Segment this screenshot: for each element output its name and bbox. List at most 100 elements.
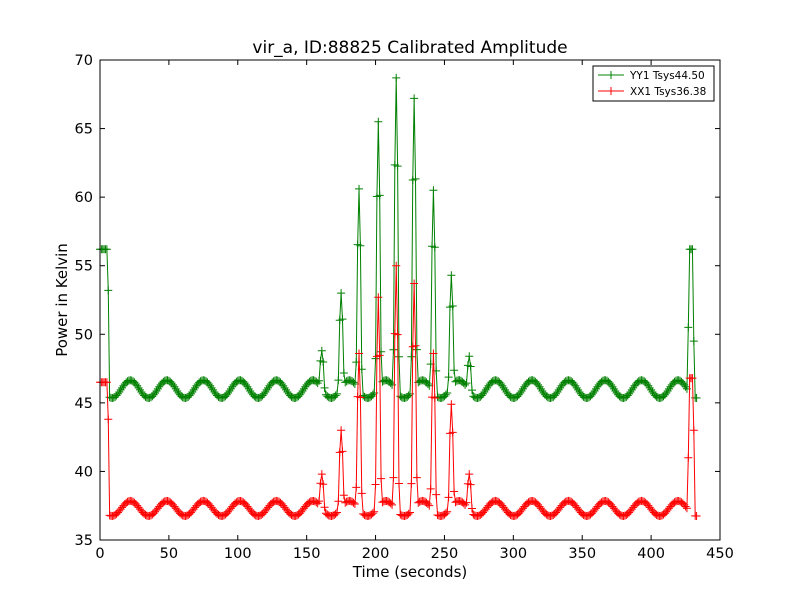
- data-point-marker: [681, 382, 690, 391]
- data-point-marker: [423, 500, 432, 509]
- data-point-marker: [468, 386, 476, 395]
- x-axis-label: Time (seconds): [352, 563, 468, 581]
- x-tick-label: 200: [362, 546, 390, 562]
- x-tick-label: 250: [431, 546, 459, 562]
- data-point-marker: [441, 509, 450, 518]
- data-point-marker: [589, 388, 598, 397]
- data-point-marker: [189, 385, 198, 394]
- x-tick-label: 0: [95, 546, 104, 562]
- data-point-marker: [104, 415, 113, 424]
- data-point-marker: [115, 388, 124, 396]
- chart-title: vir_a, ID:88825 Calibrated Amplitude: [252, 38, 567, 58]
- data-point-marker: [430, 243, 439, 252]
- series-1: [96, 73, 701, 403]
- data-point-marker: [320, 383, 329, 392]
- y-tick-label: 45: [75, 396, 93, 412]
- data-point-marker: [468, 504, 476, 513]
- data-point-marker: [368, 390, 377, 399]
- data-point-marker: [133, 381, 142, 390]
- data-point-marker: [498, 381, 507, 390]
- data-point-marker: [389, 473, 398, 482]
- data-point-marker: [319, 480, 328, 489]
- data-point-marker: [684, 323, 693, 332]
- data-point-marker: [684, 453, 693, 462]
- data-point-marker: [425, 501, 434, 510]
- data-point-marker: [481, 385, 490, 394]
- data-point-marker: [279, 381, 288, 390]
- data-point-marker: [356, 241, 365, 250]
- data-point-marker: [375, 351, 384, 360]
- data-point-marker: [680, 380, 689, 389]
- data-point-marker: [607, 380, 616, 389]
- x-tick-label: 150: [293, 546, 321, 562]
- data-point-marker: [410, 94, 419, 103]
- x-tick-label: 350: [568, 546, 596, 562]
- x-tick-label: 300: [499, 546, 527, 562]
- data-point-marker: [315, 376, 324, 385]
- data-point-marker: [423, 379, 432, 388]
- data-point-marker: [572, 383, 581, 392]
- legend-box: [592, 65, 715, 102]
- data-point-marker: [171, 384, 180, 393]
- data-point-marker: [443, 507, 452, 516]
- data-point-marker: [334, 376, 343, 385]
- data-point-marker: [407, 352, 416, 361]
- data-point-marker: [412, 473, 421, 482]
- data-point-marker: [411, 341, 420, 350]
- data-point-marker: [338, 315, 347, 324]
- ticks-layer: 0 50 100 150 200 250 300 350 400 450 35 40 45 50 55 60 6…: [75, 53, 734, 562]
- y-tick-label: 70: [75, 53, 93, 69]
- data-point-marker: [692, 394, 701, 403]
- data-point-marker: [244, 384, 253, 393]
- data-point-marker: [466, 480, 475, 489]
- data-point-marker: [317, 346, 326, 355]
- y-tick-label: 35: [75, 533, 93, 549]
- data-point-marker: [663, 386, 672, 395]
- data-point-marker: [404, 509, 413, 518]
- data-point-marker: [426, 484, 435, 493]
- data-point-marker: [411, 174, 420, 183]
- series-line: [100, 77, 697, 399]
- data-point-marker: [450, 366, 459, 375]
- data-point-marker: [320, 503, 329, 512]
- data-point-marker: [332, 508, 341, 517]
- data-point-marker: [404, 391, 413, 400]
- data-point-marker: [450, 487, 459, 496]
- data-point-marker: [338, 447, 347, 456]
- y-axis-label: Power in Kelvin: [53, 243, 71, 357]
- data-point-marker: [356, 393, 365, 402]
- data-point-marker: [590, 386, 599, 395]
- data-point-marker: [465, 352, 474, 361]
- x-tick-label: 50: [160, 546, 178, 562]
- data-point-marker: [389, 345, 398, 354]
- data-point-marker: [339, 491, 348, 500]
- data-point-marker: [280, 383, 289, 392]
- data-point-marker: [225, 386, 234, 395]
- data-point-marker: [447, 400, 456, 409]
- series-2: [96, 261, 701, 520]
- data-point-marker: [315, 497, 324, 506]
- data-point-marker: [206, 381, 215, 390]
- data-point-marker: [608, 382, 617, 391]
- data-point-marker: [331, 509, 340, 518]
- data-point-marker: [689, 337, 698, 346]
- data-point-marker: [368, 509, 377, 518]
- data-point-marker: [681, 502, 690, 511]
- data-point-marker: [243, 382, 252, 391]
- data-point-marker: [134, 383, 143, 392]
- data-point-marker: [448, 301, 457, 310]
- data-point-marker: [298, 386, 307, 395]
- data-point-marker: [102, 378, 111, 387]
- data-point-marker: [319, 358, 328, 367]
- data-point-marker: [377, 347, 386, 356]
- data-point-marker: [662, 388, 671, 397]
- data-point-marker: [224, 388, 233, 397]
- data-point-marker: [299, 384, 308, 393]
- x-tick-label: 400: [637, 546, 665, 562]
- y-tick-label: 50: [75, 327, 93, 343]
- data-point-marker: [412, 345, 421, 354]
- data-point-marker: [151, 388, 160, 397]
- data-point-marker: [462, 498, 471, 507]
- data-point-marker: [592, 384, 600, 393]
